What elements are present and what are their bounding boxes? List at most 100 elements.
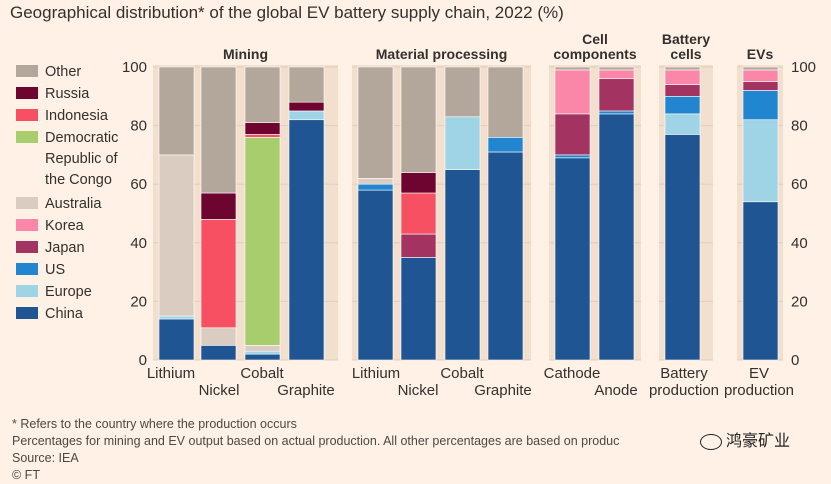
- y-tick-right: 20: [791, 293, 808, 310]
- bar-segment: [598, 78, 635, 112]
- y-tick-left: 60: [130, 176, 147, 193]
- bar-segment: [400, 192, 437, 235]
- bar-segment: [554, 154, 591, 159]
- bar-segment: [244, 353, 281, 361]
- bar-segment: [200, 345, 237, 361]
- bar-segment: [357, 178, 394, 185]
- bar-segment: [664, 66, 701, 71]
- bar-segment: [742, 66, 779, 71]
- legend-swatch: [16, 109, 38, 121]
- y-tick-right: 100: [791, 59, 816, 76]
- bar-segment: [598, 69, 635, 80]
- bar-segment: [400, 172, 437, 194]
- x-label: Graphite: [474, 382, 532, 399]
- bar-segment: [554, 69, 591, 115]
- x-label: Anode: [594, 382, 637, 399]
- bar-segment: [664, 134, 701, 361]
- bar-segment: [400, 66, 437, 173]
- legend-swatch: [16, 241, 38, 253]
- bar-segment: [200, 219, 237, 329]
- legend-swatch: [16, 285, 38, 297]
- bar-segment: [158, 318, 195, 361]
- bar-segment: [444, 66, 481, 118]
- bar-segment: [554, 66, 591, 71]
- y-tick-right: 40: [791, 235, 808, 252]
- legend-swatch: [16, 263, 38, 275]
- bar-segment: [598, 110, 635, 115]
- x-label: Nickel: [398, 382, 439, 399]
- group-header: EVs: [747, 46, 774, 62]
- bar-segment: [742, 201, 779, 361]
- x-label: Cobalt: [440, 365, 484, 382]
- legend-swatch: [16, 65, 38, 77]
- bar-segment: [357, 66, 394, 179]
- x-label: production: [649, 382, 719, 399]
- bar-segment: [444, 169, 481, 361]
- bar-segment: [742, 90, 779, 121]
- y-tick-left: 80: [130, 118, 147, 135]
- x-label: Lithium: [352, 365, 400, 382]
- group-header: Battery: [662, 31, 710, 47]
- legend-label: Europe: [45, 284, 92, 300]
- bar-segment: [288, 101, 325, 112]
- watermark-text: 鸿豪矿业: [726, 433, 791, 450]
- legend-label: Republic of: [45, 151, 119, 167]
- x-label: Lithium: [147, 365, 195, 382]
- legend-label: Democratic: [45, 130, 118, 146]
- footnote-methodology: Percentages for mining and EV output bas…: [12, 434, 620, 448]
- bar-segment: [554, 113, 591, 156]
- group-header: Mining: [223, 46, 268, 62]
- bar-segment: [664, 96, 701, 115]
- legend-label: China: [45, 306, 84, 322]
- bar-segment: [664, 113, 701, 135]
- bar-segment: [200, 66, 237, 194]
- bar-segment: [244, 345, 281, 352]
- y-tick-left: 0: [139, 352, 147, 369]
- y-tick-left: 40: [130, 235, 147, 252]
- chart-title: Geographical distribution* of the global…: [10, 3, 564, 22]
- bar-segment: [200, 327, 237, 346]
- x-label: Nickel: [199, 382, 240, 399]
- y-tick-right: 60: [791, 176, 808, 193]
- group-header: components: [553, 46, 636, 62]
- x-label: EV: [749, 365, 769, 382]
- bar-segment: [158, 154, 195, 317]
- y-tick-left: 20: [130, 293, 147, 310]
- legend-swatch: [16, 307, 38, 319]
- legend-label: US: [45, 262, 65, 278]
- legend-swatch: [16, 219, 38, 231]
- legend-label: Indonesia: [45, 108, 109, 124]
- bar-segment: [444, 116, 481, 170]
- bar-segment: [400, 233, 437, 258]
- group-header: cells: [670, 46, 701, 62]
- bar-segment: [598, 113, 635, 361]
- bar-segment: [487, 137, 524, 153]
- bar-segment: [244, 134, 281, 138]
- bar-segment: [664, 69, 701, 85]
- x-label: Graphite: [277, 382, 335, 399]
- x-label: Battery: [660, 365, 708, 382]
- watermark: 鸿豪矿业: [700, 427, 790, 451]
- wechat-icon: [700, 433, 722, 450]
- x-label: Cobalt: [240, 365, 284, 382]
- legend-label: the Congo: [45, 172, 112, 188]
- legend-swatch: [16, 131, 38, 143]
- legend-swatch: [16, 197, 38, 209]
- bar-segment: [244, 66, 281, 123]
- group-header: Cell: [582, 31, 608, 47]
- bar-segment: [742, 119, 779, 203]
- legend-label: Other: [45, 64, 81, 80]
- legend-label: Japan: [45, 240, 85, 256]
- bar-segment: [244, 350, 281, 355]
- bar-segment: [288, 110, 325, 121]
- bar-segment: [244, 122, 281, 135]
- legend-swatch: [16, 87, 38, 99]
- y-tick-right: 80: [791, 118, 808, 135]
- bar-segment: [554, 157, 591, 361]
- footnote-definition: * Refers to the country where the produc…: [12, 417, 297, 431]
- footnote-copyright: © FT: [12, 468, 40, 482]
- bar-segment: [200, 192, 237, 220]
- bar-segment: [357, 183, 394, 191]
- bar-segment: [158, 66, 195, 156]
